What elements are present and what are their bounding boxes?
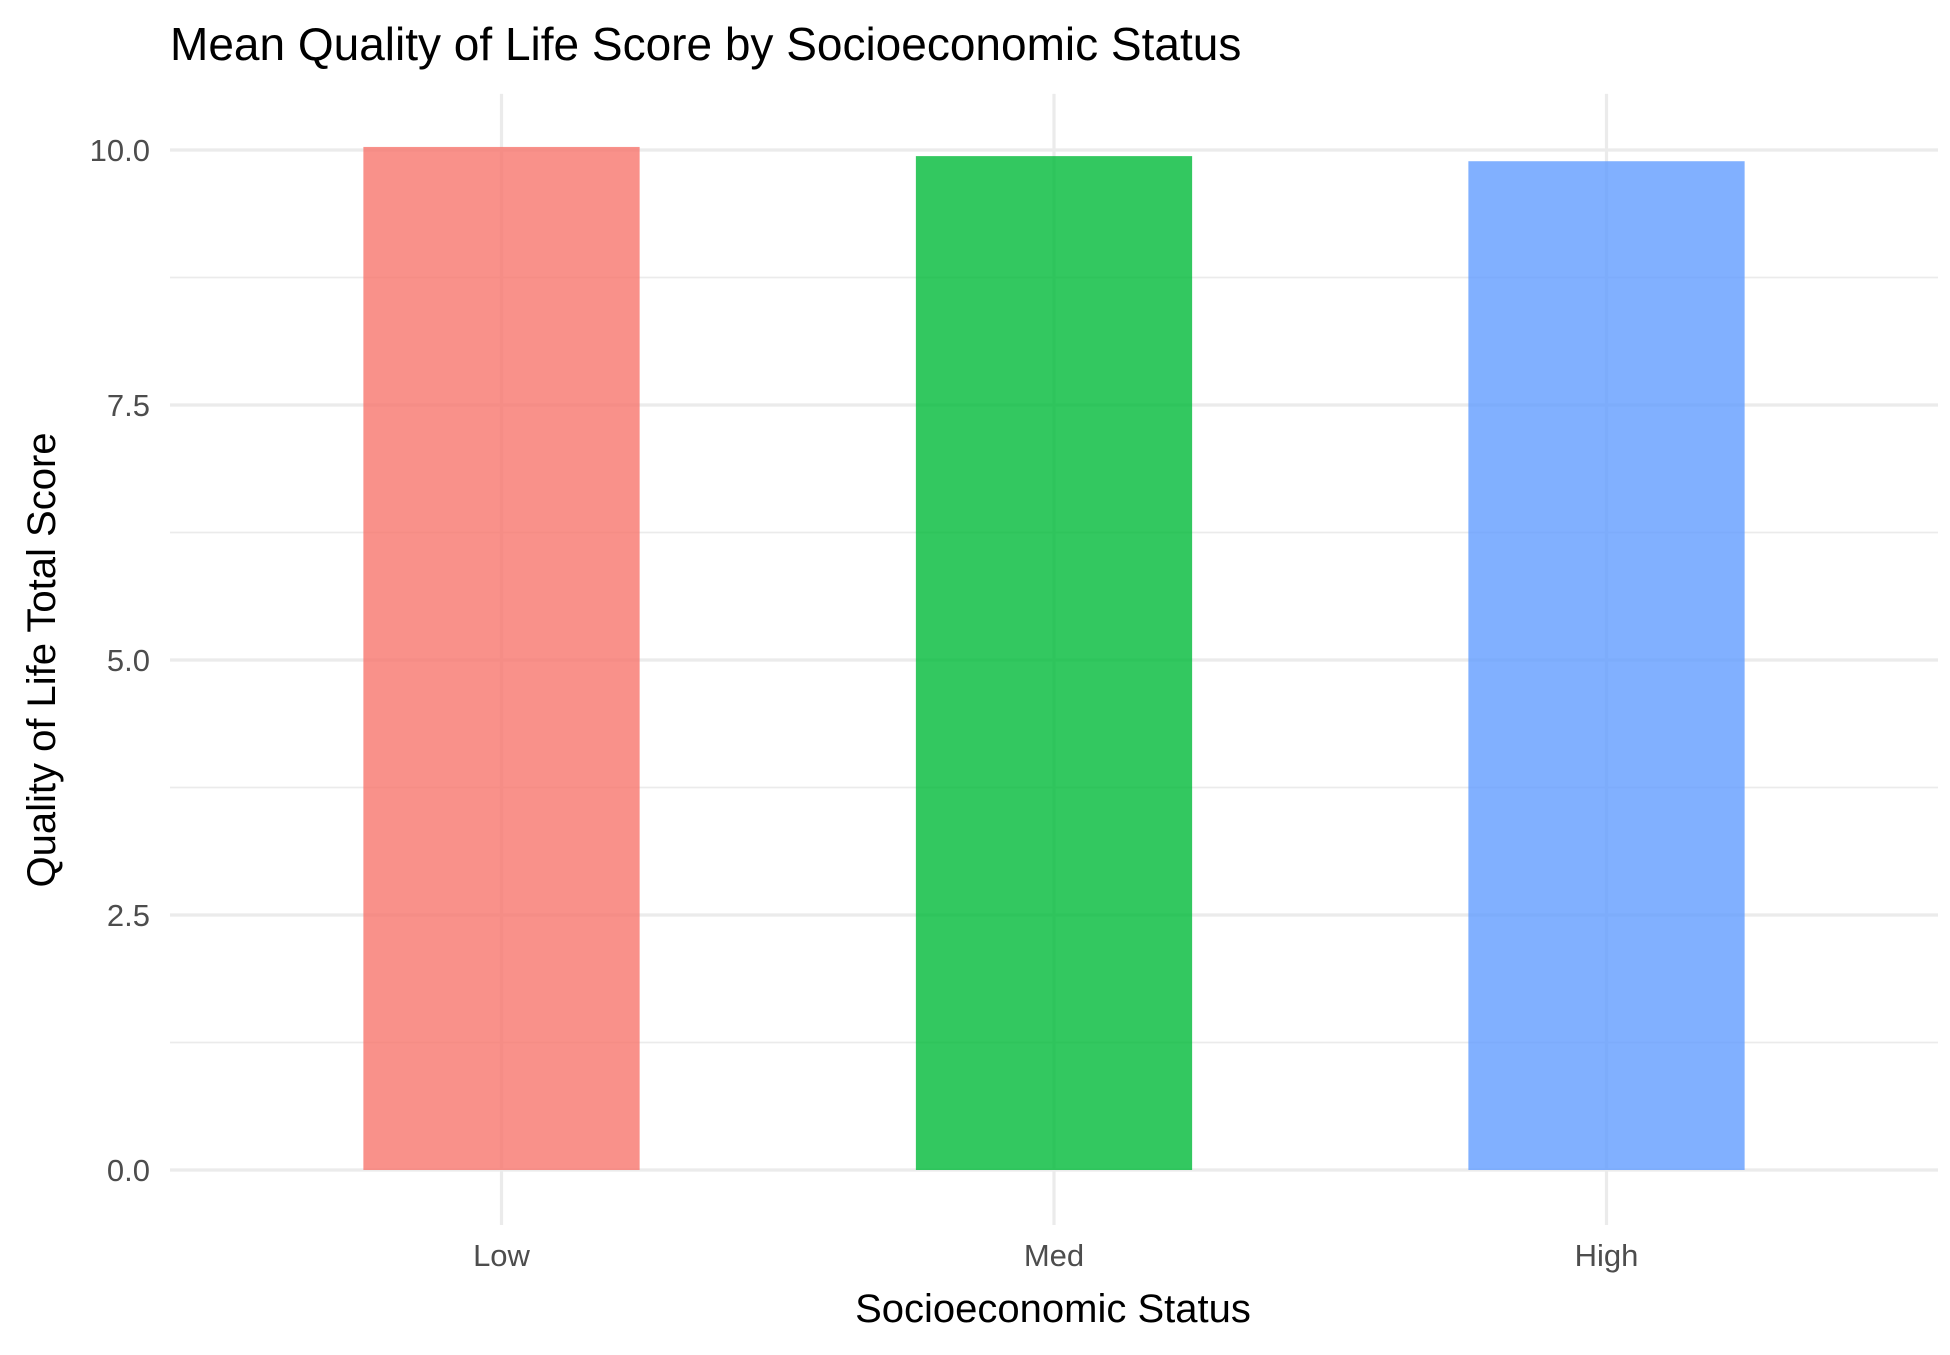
bar-high <box>1468 161 1745 1171</box>
x-tick-label: High <box>1575 1238 1639 1273</box>
y-tick-label: 2.5 <box>107 898 150 933</box>
y-axis-title: Quality of Life Total Score <box>20 432 64 887</box>
x-tick-label: Med <box>1024 1238 1084 1273</box>
bar-med <box>915 156 1193 1170</box>
y-tick-label: 0.0 <box>107 1153 150 1188</box>
x-axis-title: Socioeconomic Status <box>855 1287 1251 1331</box>
bar-low <box>363 146 640 1170</box>
y-tick-label: 10.0 <box>90 133 150 168</box>
bars <box>363 146 1745 1171</box>
x-tick-label: Low <box>473 1238 530 1273</box>
y-tick-label: 5.0 <box>107 643 150 678</box>
y-tick-label: 7.5 <box>107 388 150 423</box>
x-tick-labels: Low Med High <box>473 1238 1638 1273</box>
y-tick-labels: 0.0 2.5 5.0 7.5 10.0 <box>90 133 150 1188</box>
chart-title: Mean Quality of Life Score by Socioecono… <box>170 18 1241 70</box>
